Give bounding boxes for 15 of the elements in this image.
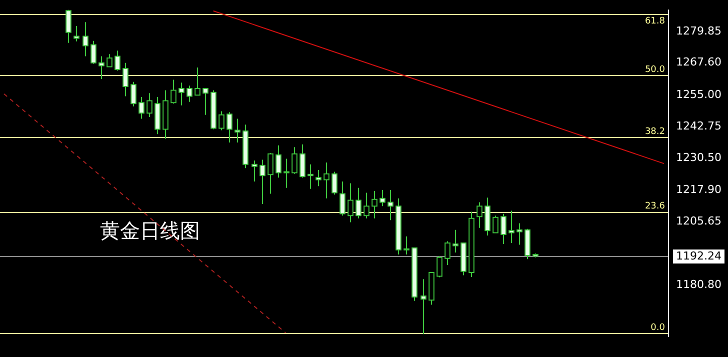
ref-line-label: 1192.24: [676, 249, 722, 262]
y-tick-label: 1242.75: [676, 119, 722, 132]
y-tick-label: 1279.85: [676, 24, 722, 38]
y-tick-label: 1217.90: [676, 183, 722, 196]
annotation: 38.2: [644, 126, 665, 137]
y-tick-label: 1267.60: [676, 56, 722, 69]
y-tick-label: 1180.80: [676, 278, 722, 292]
y-tick-label: 1205.65: [676, 214, 722, 228]
y-tick-label: 1230.50: [676, 150, 722, 164]
annotation: 黄金日线图: [100, 218, 200, 242]
annotation: 61.8: [644, 16, 666, 26]
y-tick-label: 1255.00: [676, 88, 722, 102]
annotation: 50.0: [644, 65, 666, 76]
annotation: 23.6: [644, 202, 666, 212]
annotation: 0.0: [650, 323, 666, 333]
